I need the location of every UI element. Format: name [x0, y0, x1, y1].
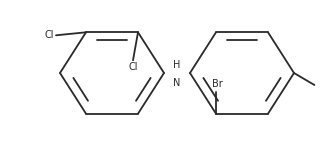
Text: Cl: Cl	[45, 30, 54, 40]
Text: Cl: Cl	[128, 62, 138, 72]
Text: H: H	[173, 60, 181, 70]
Text: N: N	[173, 78, 181, 88]
Text: Br: Br	[212, 79, 222, 89]
